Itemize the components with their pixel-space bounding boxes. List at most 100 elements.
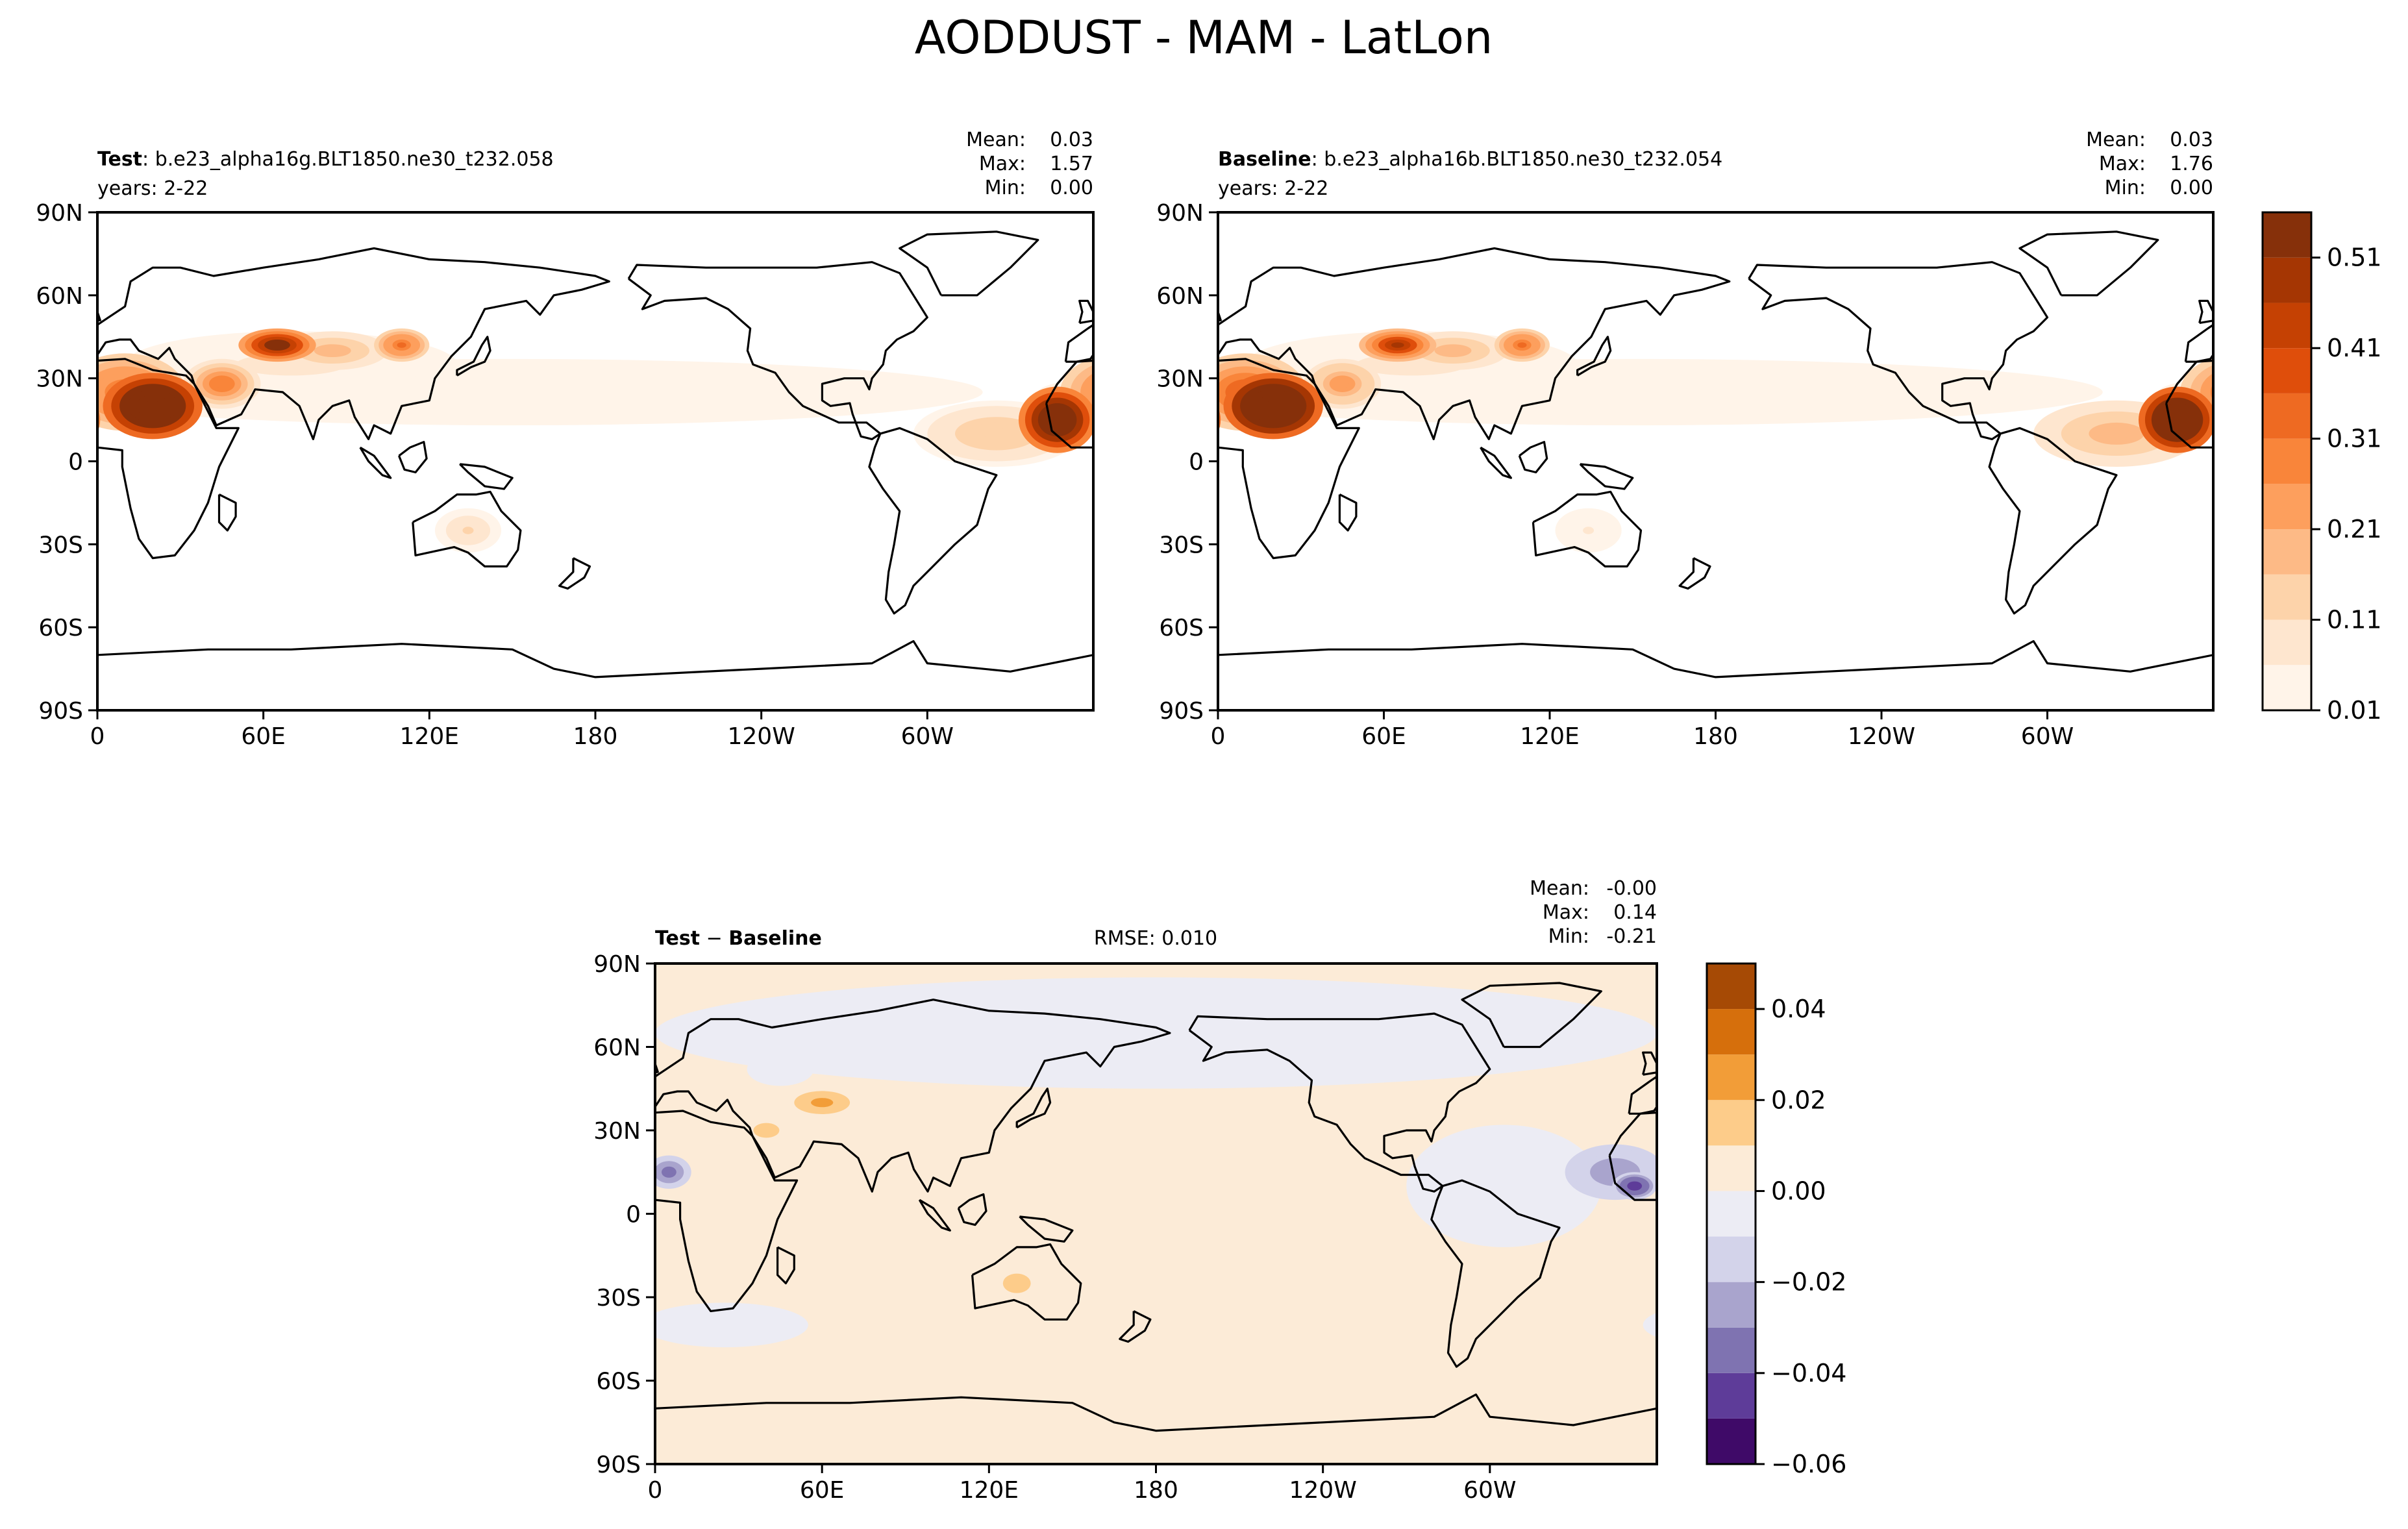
contour-band-7-5 xyxy=(397,342,406,348)
baseline-coastlines xyxy=(1218,230,2213,710)
coastline-namerica xyxy=(627,261,928,440)
y-tick-label: 30N xyxy=(593,1118,641,1145)
test-label-bold: Test xyxy=(97,148,142,171)
y-tick-label: 60N xyxy=(1156,283,1204,310)
test-map-background xyxy=(97,212,1093,710)
contour-band-8-2 xyxy=(1656,1168,1657,1176)
y-tick-label: 90N xyxy=(593,951,641,978)
x-tick-label: 60W xyxy=(1463,1477,1516,1504)
contour-band-4-5 xyxy=(760,1126,773,1134)
diff-rmse: RMSE: 0.010 xyxy=(1094,927,1217,950)
y-tick-label: 60S xyxy=(1159,615,1204,641)
x-tick-label: 0 xyxy=(1211,723,1226,750)
colorbar-swatch xyxy=(2263,348,2311,393)
coastline-antarctica xyxy=(97,640,1093,710)
contour-band-8-5 xyxy=(1391,342,1404,348)
diff-mean-label: Mean: xyxy=(1530,877,1589,900)
contour-band-8-5 xyxy=(665,1169,673,1175)
contour-band-3-5 xyxy=(775,1066,786,1073)
contour-band-5-5 xyxy=(1335,379,1349,388)
colorbar-swatch xyxy=(1707,1145,1756,1191)
test-stats: Mean: 0.03 Max: 1.57 Min: 0.00 xyxy=(966,129,1093,199)
coastline-britain xyxy=(97,309,101,322)
coastline-borneo xyxy=(398,441,428,474)
diff-mean-value: -0.00 xyxy=(1606,877,1657,900)
contour-band-8-5 xyxy=(271,342,284,348)
y-tick-label: 60S xyxy=(38,615,83,641)
x-tick-label: 120E xyxy=(960,1477,1019,1504)
coastline-britain xyxy=(1642,1051,1657,1076)
contour-band-9-0 xyxy=(97,407,101,432)
contour-band-7-0 xyxy=(655,1156,664,1187)
colorbar-swatch xyxy=(2263,529,2311,575)
y-tick-label: 60N xyxy=(36,283,83,310)
colorbar-swatch xyxy=(2263,574,2311,620)
baseline-stats: Mean: 0.03 Max: 1.76 Min: 0.00 xyxy=(2086,129,2213,199)
y-tick-label: 30S xyxy=(596,1285,641,1311)
coastline-madagascar xyxy=(217,493,237,532)
baseline-max-value: 1.76 xyxy=(2170,153,2213,175)
y-tick-label: 90S xyxy=(596,1452,641,1478)
y-tick-label: 30S xyxy=(1159,532,1204,558)
contour-band-1-5 xyxy=(710,1321,739,1329)
colorbar-frame xyxy=(2261,211,2313,712)
contour-band-9-0 xyxy=(610,1172,655,1200)
baseline-label-bold: Baseline xyxy=(1218,148,1311,171)
contour-band-9-5 xyxy=(2170,414,2184,426)
contour-band-4-5 xyxy=(323,347,342,354)
coastline-britain xyxy=(2198,299,2213,324)
coastline-japan xyxy=(1015,1088,1052,1129)
y-tick-label: 60N xyxy=(593,1035,641,1062)
test-years: years: 2-22 xyxy=(97,177,208,200)
diff-min-value: -0.21 xyxy=(1606,925,1657,948)
coastline-eurasia xyxy=(97,247,610,440)
test-axes: 0 60E 120E 180 120W 60W 90N 60N 30N 0 30S 60S 90S xyxy=(36,200,954,750)
contour-band-2-5 xyxy=(462,527,474,534)
colorbar-tick-label: −0.02 xyxy=(1771,1268,1846,1297)
test-panel: Test: b.e23_alpha16g.BLT1850.ne30_t232.0… xyxy=(36,129,1095,750)
coastline-newguinea xyxy=(1019,1215,1074,1243)
diff-label-b: Baseline xyxy=(728,927,822,950)
colorbar-swatch xyxy=(2263,619,2311,665)
test-mean-label: Mean: xyxy=(966,129,1026,151)
contour-band-1-5 xyxy=(1583,527,1595,534)
coastline-nzealand xyxy=(1119,1310,1152,1343)
colorbar-swatch xyxy=(1707,1100,1756,1146)
contour-band-9-5 xyxy=(1050,414,1064,426)
contour-band-7-5 xyxy=(1606,1167,1624,1177)
x-tick-label: 120W xyxy=(728,723,795,750)
x-tick-label: 120W xyxy=(1289,1477,1357,1504)
colorbar-tick-label: −0.06 xyxy=(1771,1450,1846,1478)
contour-band-5-5 xyxy=(215,379,229,388)
y-tick-label: 30N xyxy=(1156,366,1204,393)
baseline-panel: Baseline: b.e23_alpha16b.BLT1850.ne30_t2… xyxy=(1156,129,2215,750)
baseline-axes: 0 60E 120E 180 120W 60W 90N 60N 30N 0 30S 60S 90S xyxy=(1156,200,2074,750)
y-tick-label: 90N xyxy=(1156,200,1204,227)
colorbar-swatch xyxy=(1707,1373,1756,1419)
coastline-africa xyxy=(1218,358,1360,560)
coastline-samerica xyxy=(868,427,998,615)
baseline-label-case: b.e23_alpha16b.BLT1850.ne30_t232.054 xyxy=(1324,148,1722,171)
diff-min-label: Min: xyxy=(1548,925,1589,948)
contour-band-0-5 xyxy=(1554,386,1711,398)
colorbar-tick-label: 0.11 xyxy=(2327,606,2382,634)
coastline-sumatra xyxy=(1480,446,1512,479)
coastline-madagascar xyxy=(776,1246,795,1285)
baseline-mean-value: 0.03 xyxy=(2170,129,2213,151)
colorbar-swatch xyxy=(2263,438,2311,484)
test-min-label: Min: xyxy=(985,177,1026,199)
x-tick-label: 120W xyxy=(1848,723,1915,750)
test-map-fill xyxy=(97,328,1093,553)
colorbar-tick-label: 0.41 xyxy=(2327,334,2382,362)
colorbar-swatch xyxy=(2263,665,2311,710)
baseline-map-fill xyxy=(1218,328,2213,553)
y-tick-label: 60S xyxy=(596,1369,641,1395)
coastline-australia xyxy=(412,490,522,567)
colorbar-swatch xyxy=(1707,963,1756,1010)
colorbar-swatch xyxy=(1707,1327,1756,1373)
x-tick-label: 60E xyxy=(241,723,286,750)
x-tick-label: 60W xyxy=(901,723,954,750)
y-tick-label: 0 xyxy=(626,1202,641,1228)
baseline-label-sep: : xyxy=(1311,148,1324,171)
coastline-antarctica xyxy=(1218,640,2213,710)
